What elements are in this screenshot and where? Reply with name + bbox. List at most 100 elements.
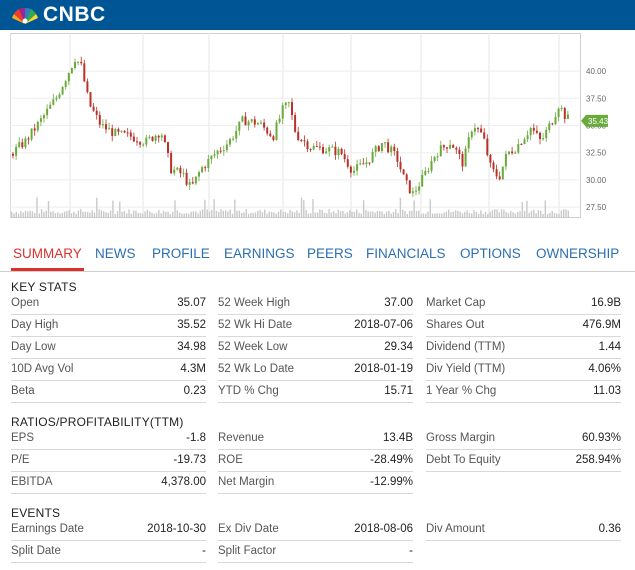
stat-value: 15.71 <box>384 385 413 397</box>
cnbc-logo[interactable]: CNBC <box>10 3 106 27</box>
volume-bar <box>365 209 367 218</box>
volume-bar <box>390 213 392 218</box>
candle-body <box>139 142 142 145</box>
volume-bar <box>100 210 103 218</box>
candle-body <box>554 117 557 125</box>
candle-body <box>281 105 284 119</box>
tab-options[interactable]: OPTIONS <box>460 246 521 261</box>
candle-body <box>151 136 154 141</box>
last-price-label: 35.43 <box>588 117 609 126</box>
candle-body <box>318 146 321 148</box>
volume-bar <box>40 209 43 218</box>
volume-bar <box>333 211 335 218</box>
volume-bar <box>282 211 284 218</box>
tab-earnings[interactable]: EARNINGS <box>224 246 295 261</box>
stat-label: Shares Out <box>426 319 485 331</box>
stat-row: 52 Wk Hi Date 2018-07-06 <box>218 315 413 337</box>
candle-body <box>58 94 61 98</box>
stat-value: 4.3M <box>180 363 206 375</box>
stat-row: ROE -28.49% <box>218 450 413 472</box>
candle-body <box>18 142 21 147</box>
candle-body <box>393 146 396 151</box>
volume-bar <box>220 209 222 218</box>
volume-bar <box>533 209 535 218</box>
candle-body <box>415 190 417 192</box>
key-stats-col-2: 52 Week High 37.00 52 Wk Hi Date 2018-07-0… <box>218 293 413 403</box>
volume-bar <box>429 199 431 218</box>
stat-value: 34.98 <box>177 341 206 353</box>
volume-bar <box>275 213 277 218</box>
ratios-col-2: Revenue 13.4B ROE -28.49% Net Margin -12.99… <box>218 428 413 494</box>
volume-bar <box>195 211 197 218</box>
volume-bar <box>206 209 208 218</box>
volume-bar <box>392 211 395 218</box>
volume-bar <box>558 213 560 218</box>
volume-bar <box>326 213 328 218</box>
volume-bar <box>507 213 510 218</box>
stat-label: Split Date <box>11 545 61 557</box>
stat-value: 4,378.00 <box>161 476 206 488</box>
candle-body <box>55 97 58 100</box>
candle-body <box>390 146 393 153</box>
stat-value: 4.06% <box>588 363 621 375</box>
candle-body <box>117 129 120 132</box>
volume-bar <box>229 209 231 218</box>
candle-body <box>182 172 185 174</box>
candle-body <box>303 140 306 142</box>
tab-ownership[interactable]: OWNERSHIP <box>536 246 620 261</box>
volume-bar <box>344 213 346 218</box>
stat-row: Market Cap 16.9B <box>426 293 621 315</box>
candle-body <box>43 115 45 119</box>
tab-summary[interactable]: SUMMARY <box>11 244 84 271</box>
candle-body <box>489 155 492 163</box>
volume-bar <box>86 211 89 218</box>
price-chart[interactable]: 40.0037.5035.0032.5030.0027.50Jul2015Jul… <box>10 33 635 223</box>
volume-bar <box>75 213 77 218</box>
x-tick-label: Jul <box>10 222 16 223</box>
volume-bar <box>17 213 20 218</box>
stat-label: Revenue <box>218 432 265 444</box>
volume-bar <box>537 210 540 218</box>
candle-body <box>160 135 163 138</box>
candle-body <box>464 148 467 167</box>
candle-body <box>353 170 355 173</box>
volume-bar <box>519 211 521 218</box>
tab-financials[interactable]: FINANCIALS <box>366 246 446 261</box>
volume-bar <box>259 209 261 218</box>
candle-body <box>207 159 210 168</box>
volume-bar <box>123 211 126 218</box>
tab-profile[interactable]: PROFILE <box>152 246 210 261</box>
candle-body <box>511 151 514 154</box>
stat-label: Earnings Date <box>11 523 84 535</box>
volume-bar <box>38 213 40 218</box>
volume-bar <box>185 213 188 218</box>
volume-bar <box>457 210 459 218</box>
stat-row: YTD % Chg 15.71 <box>218 381 413 403</box>
price-chart-svg: 40.0037.5035.0032.5030.0027.50Jul2015Jul… <box>10 33 609 223</box>
candle-body <box>213 154 216 156</box>
tab-news[interactable]: NEWS <box>95 246 136 261</box>
candle-body <box>349 166 352 173</box>
candle-body <box>21 142 24 148</box>
volume-bar <box>388 210 390 218</box>
volume-bar <box>121 211 123 218</box>
volume-bar <box>475 212 477 218</box>
stat-row: Day High 35.52 <box>11 315 206 337</box>
candle-body <box>362 163 365 165</box>
volume-bar <box>169 213 172 218</box>
candle-body <box>294 115 297 132</box>
volume-bar <box>45 210 47 218</box>
candle-body <box>260 122 262 124</box>
candle-body <box>15 146 18 156</box>
candle-body <box>216 150 219 155</box>
candle-body <box>132 136 135 142</box>
candle-body <box>170 152 173 174</box>
volume-bar <box>103 211 105 218</box>
stat-row: 10D Avg Vol 4.3M <box>11 359 206 381</box>
tab-peers[interactable]: PEERS <box>307 246 353 261</box>
candle-body <box>80 61 83 64</box>
stat-row: P/E -19.73 <box>11 450 206 472</box>
candle-body <box>126 132 129 134</box>
candle-body <box>179 167 182 174</box>
volume-bar <box>567 210 569 218</box>
